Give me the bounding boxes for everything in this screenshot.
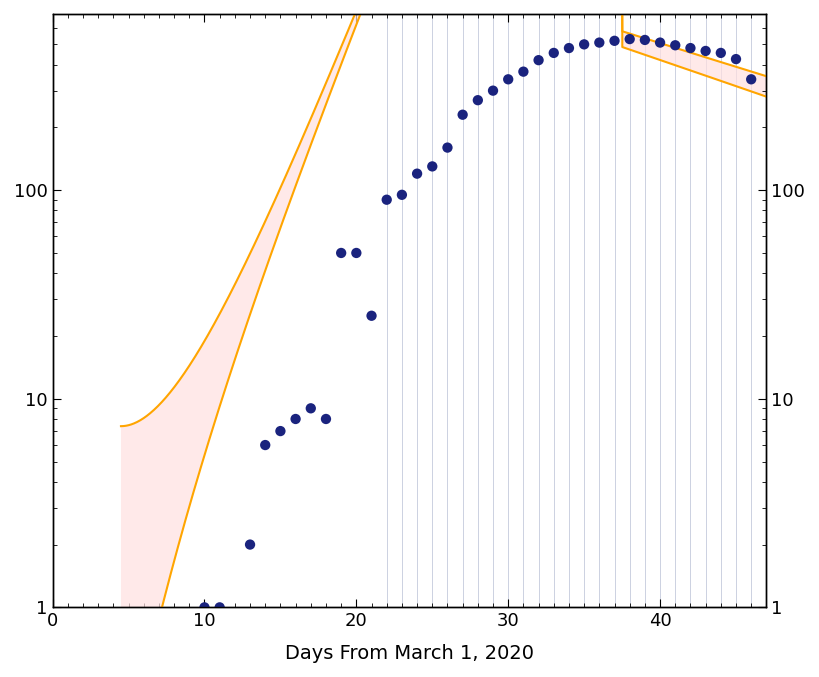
Point bbox=[486, 85, 500, 96]
Point bbox=[426, 161, 439, 172]
Point bbox=[456, 109, 469, 120]
Point bbox=[350, 248, 363, 259]
Point bbox=[410, 169, 423, 179]
Point bbox=[517, 66, 530, 77]
Point bbox=[335, 248, 348, 259]
Point bbox=[396, 190, 409, 200]
Point bbox=[319, 414, 333, 424]
Point bbox=[577, 39, 590, 50]
Point bbox=[668, 40, 681, 51]
Point bbox=[304, 403, 317, 414]
Point bbox=[593, 37, 606, 48]
Point bbox=[274, 426, 287, 437]
Point bbox=[699, 45, 713, 56]
Point bbox=[380, 194, 393, 205]
Point bbox=[730, 53, 743, 64]
Point bbox=[365, 310, 378, 321]
Point bbox=[563, 43, 576, 53]
X-axis label: Days From March 1, 2020: Days From March 1, 2020 bbox=[285, 644, 534, 663]
Point bbox=[243, 539, 256, 550]
Point bbox=[714, 47, 727, 58]
Point bbox=[502, 74, 515, 85]
Point bbox=[744, 74, 758, 85]
Point bbox=[608, 35, 621, 46]
Point bbox=[213, 602, 226, 613]
Point bbox=[623, 34, 636, 45]
Point bbox=[259, 439, 272, 450]
Point bbox=[684, 43, 697, 53]
Point bbox=[441, 142, 454, 153]
Point bbox=[654, 37, 667, 48]
Point bbox=[198, 602, 211, 613]
Point bbox=[289, 414, 302, 424]
Point bbox=[638, 35, 651, 45]
Point bbox=[471, 95, 484, 106]
Point bbox=[532, 55, 545, 66]
Point bbox=[547, 47, 560, 58]
